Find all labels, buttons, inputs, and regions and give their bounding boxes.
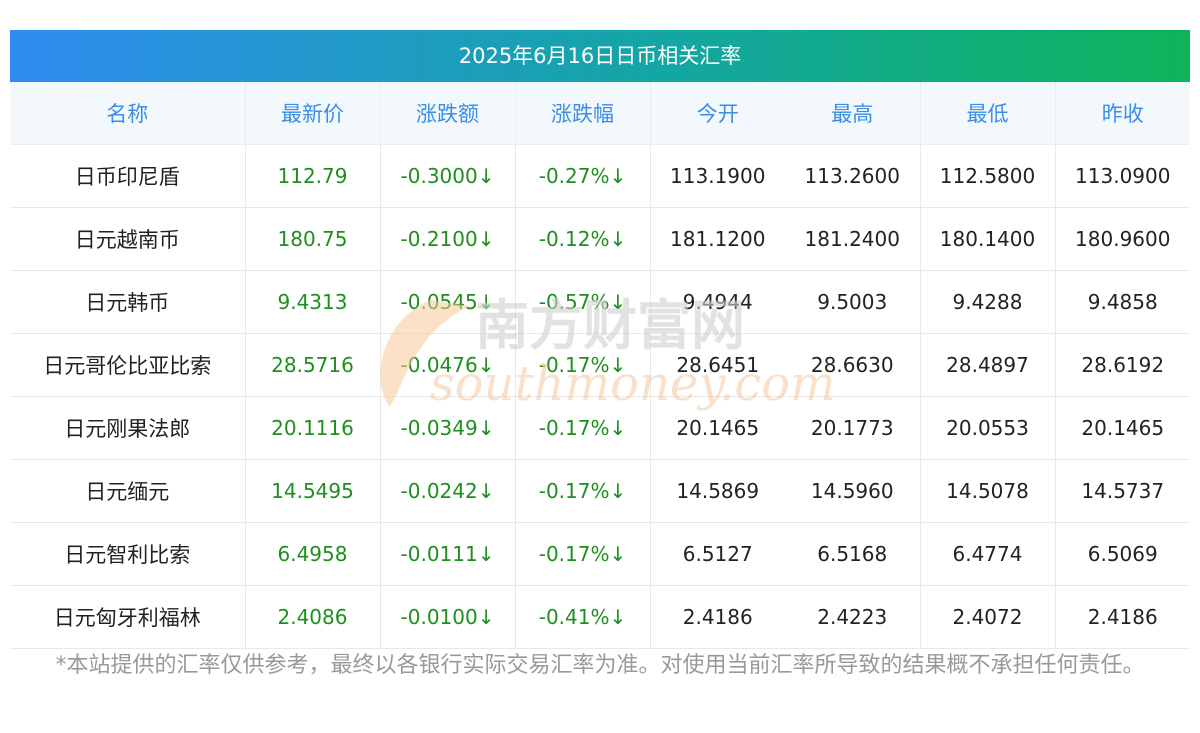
cell-low: 20.0553 <box>920 396 1056 460</box>
header-name: 名称 <box>10 82 246 145</box>
cell-change: -0.0111↓ <box>380 522 516 586</box>
cell-open: 20.1465 <box>650 396 785 460</box>
table-row: 日元智利比索 6.4958 -0.0111↓ -0.17%↓ 6.5127 6.5168 6… <box>10 522 1190 586</box>
cell-change: -0.0100↓ <box>380 585 516 649</box>
cell-low: 180.1400 <box>920 207 1056 271</box>
cell-open: 2.4186 <box>650 585 785 649</box>
table-row: 日元匈牙利福林 2.4086 -0.0100↓ -0.41%↓ 2.4186 2.4223… <box>10 585 1190 649</box>
table-row: 日元韩币 9.4313 -0.0545↓ -0.57%↓ 9.4944 9.5003 9.4… <box>10 270 1190 334</box>
cell-pct: -0.12%↓ <box>515 207 651 271</box>
cell-pct: -0.27%↓ <box>515 144 651 208</box>
cell-prev: 9.4858 <box>1055 270 1190 334</box>
cell-low: 14.5078 <box>920 459 1056 523</box>
cell-high: 2.4223 <box>785 585 921 649</box>
cell-high: 113.2600 <box>785 144 921 208</box>
cell-low: 2.4072 <box>920 585 1056 649</box>
cell-change: -0.0545↓ <box>380 270 516 334</box>
cell-last: 180.75 <box>245 207 381 271</box>
header-change: 涨跌额 <box>380 82 516 145</box>
cell-high: 6.5168 <box>785 522 921 586</box>
table-row: 日币印尼盾 112.79 -0.3000↓ -0.27%↓ 113.1900 113.26… <box>10 144 1190 208</box>
cell-change: -0.0476↓ <box>380 333 516 397</box>
cell-name: 日元刚果法郎 <box>10 396 246 460</box>
cell-high: 9.5003 <box>785 270 921 334</box>
cell-high: 181.2400 <box>785 207 921 271</box>
header-open: 今开 <box>650 82 785 145</box>
rate-table: 名称 最新价 涨跌额 涨跌幅 今开 最高 最低 昨收 日币印尼盾 112.79 -0… <box>10 82 1190 649</box>
cell-pct: -0.57%↓ <box>515 270 651 334</box>
header-low: 最低 <box>920 82 1056 145</box>
cell-last: 2.4086 <box>245 585 381 649</box>
cell-last: 9.4313 <box>245 270 381 334</box>
cell-pct: -0.17%↓ <box>515 459 651 523</box>
table-row: 日元刚果法郎 20.1116 -0.0349↓ -0.17%↓ 20.1465 20.17… <box>10 396 1190 460</box>
cell-prev: 14.5737 <box>1055 459 1190 523</box>
header-pct: 涨跌幅 <box>515 82 651 145</box>
header-prev: 昨收 <box>1055 82 1190 145</box>
cell-open: 9.4944 <box>650 270 785 334</box>
cell-prev: 20.1465 <box>1055 396 1190 460</box>
cell-pct: -0.17%↓ <box>515 333 651 397</box>
cell-prev: 28.6192 <box>1055 333 1190 397</box>
cell-last: 28.5716 <box>245 333 381 397</box>
cell-pct: -0.17%↓ <box>515 522 651 586</box>
cell-name: 日元哥伦比亚比索 <box>10 333 246 397</box>
cell-low: 9.4288 <box>920 270 1056 334</box>
cell-name: 日元缅元 <box>10 459 246 523</box>
cell-last: 20.1116 <box>245 396 381 460</box>
table-row: 日元缅元 14.5495 -0.0242↓ -0.17%↓ 14.5869 14.5960… <box>10 459 1190 523</box>
cell-prev: 6.5069 <box>1055 522 1190 586</box>
table-row: 日元哥伦比亚比索 28.5716 -0.0476↓ -0.17%↓ 28.6451 28.… <box>10 333 1190 397</box>
cell-open: 6.5127 <box>650 522 785 586</box>
header-last: 最新价 <box>245 82 381 145</box>
cell-last: 14.5495 <box>245 459 381 523</box>
cell-change: -0.2100↓ <box>380 207 516 271</box>
cell-change: -0.0349↓ <box>380 396 516 460</box>
cell-low: 28.4897 <box>920 333 1056 397</box>
disclaimer-note: *本站提供的汇率仅供参考，最终以各银行实际交易汇率为准。对使用当前汇率所导致的结… <box>55 653 1145 678</box>
table-title: 2025年6月16日日币相关汇率 <box>10 30 1190 82</box>
cell-high: 28.6630 <box>785 333 921 397</box>
cell-low: 112.5800 <box>920 144 1056 208</box>
rate-table-container: 2025年6月16日日币相关汇率 名称 最新价 涨跌额 涨跌幅 今开 最高 最低… <box>10 30 1190 649</box>
cell-name: 日元越南币 <box>10 207 246 271</box>
cell-pct: -0.41%↓ <box>515 585 651 649</box>
cell-change: -0.3000↓ <box>380 144 516 208</box>
cell-open: 14.5869 <box>650 459 785 523</box>
cell-open: 113.1900 <box>650 144 785 208</box>
cell-last: 112.79 <box>245 144 381 208</box>
cell-name: 日元智利比索 <box>10 522 246 586</box>
cell-open: 28.6451 <box>650 333 785 397</box>
header-row: 名称 最新价 涨跌额 涨跌幅 今开 最高 最低 昨收 <box>10 82 1190 145</box>
cell-high: 14.5960 <box>785 459 921 523</box>
header-high: 最高 <box>785 82 921 145</box>
cell-prev: 2.4186 <box>1055 585 1190 649</box>
cell-name: 日元匈牙利福林 <box>10 585 246 649</box>
cell-change: -0.0242↓ <box>380 459 516 523</box>
cell-high: 20.1773 <box>785 396 921 460</box>
cell-last: 6.4958 <box>245 522 381 586</box>
cell-pct: -0.17%↓ <box>515 396 651 460</box>
cell-open: 181.1200 <box>650 207 785 271</box>
cell-name: 日元韩币 <box>10 270 246 334</box>
cell-low: 6.4774 <box>920 522 1056 586</box>
cell-prev: 180.9600 <box>1055 207 1190 271</box>
table-row: 日元越南币 180.75 -0.2100↓ -0.12%↓ 181.1200 181.24… <box>10 207 1190 271</box>
cell-name: 日币印尼盾 <box>10 144 246 208</box>
cell-prev: 113.0900 <box>1055 144 1190 208</box>
